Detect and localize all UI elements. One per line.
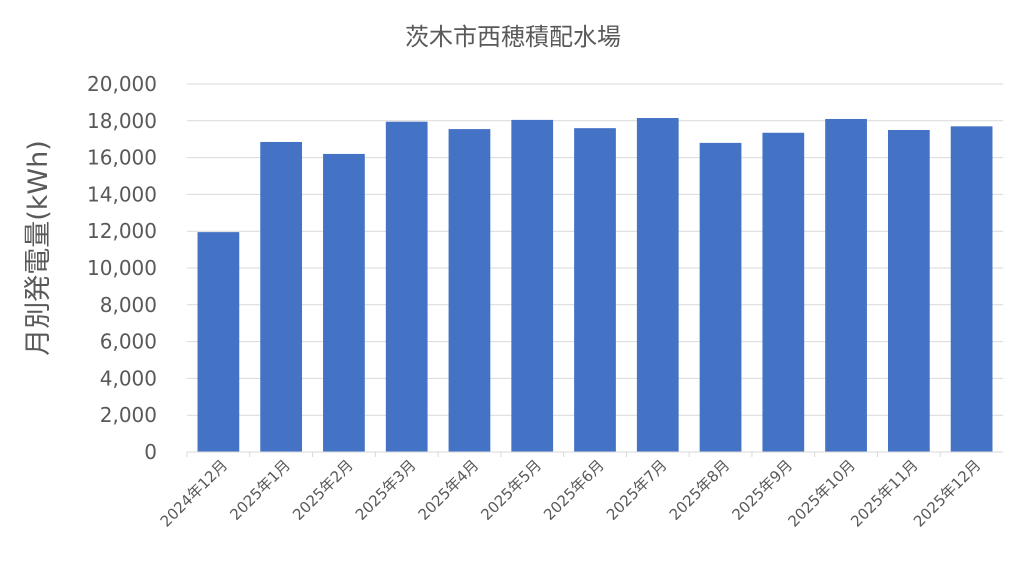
y-tick-label: 4,000 bbox=[100, 366, 157, 390]
bar bbox=[385, 121, 428, 452]
x-tick-label: 2025年2月 bbox=[289, 456, 357, 524]
bar bbox=[950, 126, 993, 452]
x-tick-label: 2025年9月 bbox=[728, 456, 796, 524]
y-tick-label: 0 bbox=[144, 440, 157, 464]
y-tick-label: 18,000 bbox=[87, 109, 157, 133]
y-tick-label: 8,000 bbox=[100, 293, 157, 317]
x-tick-label: 2025年3月 bbox=[352, 456, 420, 524]
y-axis-ticks: 0 2,000 4,000 6,000 8,000 10,000 12,000 14,000 1… bbox=[87, 72, 157, 464]
bar bbox=[762, 132, 805, 452]
y-tick-label: 10,000 bbox=[87, 256, 157, 280]
bar bbox=[887, 130, 930, 452]
bar bbox=[825, 118, 867, 453]
y-tick-label: 16,000 bbox=[87, 146, 157, 170]
y-tick-label: 12,000 bbox=[87, 219, 157, 243]
y-tick-label: 2,000 bbox=[100, 403, 157, 427]
y-tick-label: 20,000 bbox=[87, 72, 157, 96]
chart-title: 茨木市西穂積配水場 bbox=[405, 23, 621, 51]
bar bbox=[636, 118, 679, 452]
y-tick-label: 14,000 bbox=[87, 182, 157, 206]
y-axis-label: 月別発電量(kWh) bbox=[23, 140, 54, 356]
x-tick-label: 2025年7月 bbox=[603, 456, 671, 524]
bar bbox=[574, 128, 616, 452]
bar bbox=[699, 142, 742, 452]
x-axis-ticks: 2024年12月2025年1月2025年2月2025年3月2025年4月2025… bbox=[157, 451, 1003, 531]
bar bbox=[323, 153, 365, 453]
y-tick-label: 6,000 bbox=[100, 330, 157, 354]
x-tick-label: 2025年12月 bbox=[910, 456, 984, 530]
x-tick-label: 2025年1月 bbox=[226, 456, 294, 524]
x-tick-label: 2025年5月 bbox=[477, 456, 545, 524]
bar bbox=[448, 129, 491, 452]
x-tick-label: 2025年4月 bbox=[415, 456, 483, 524]
bars bbox=[197, 118, 993, 453]
x-tick-label: 2025年8月 bbox=[666, 456, 734, 524]
bar bbox=[197, 232, 240, 452]
bar bbox=[260, 141, 303, 452]
bar bbox=[511, 119, 554, 452]
x-tick-label: 2025年6月 bbox=[540, 456, 608, 524]
x-tick-label: 2024年12月 bbox=[157, 456, 231, 530]
